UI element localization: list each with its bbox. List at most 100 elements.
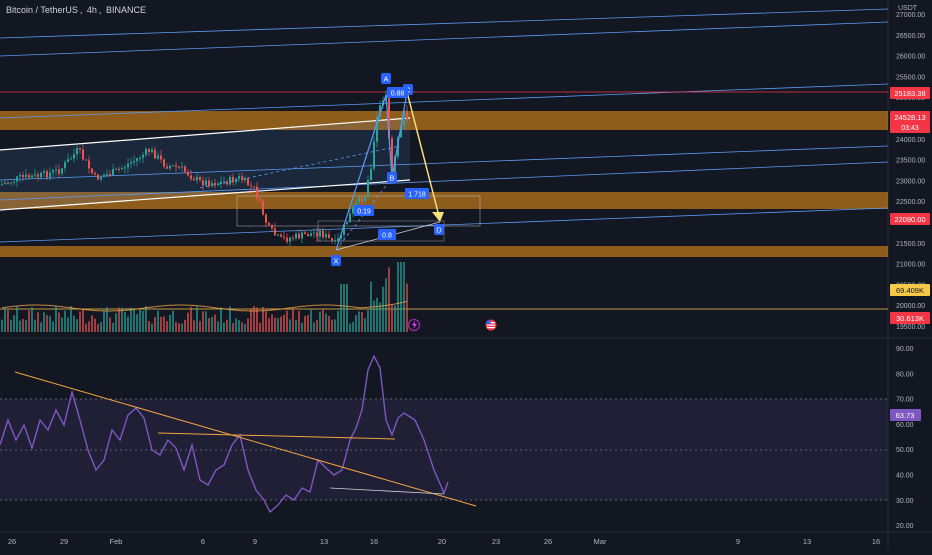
candle-body — [295, 233, 297, 239]
volume-bar — [349, 323, 351, 332]
volume-bar — [307, 315, 309, 332]
candle-body — [28, 174, 30, 178]
volume-bar — [133, 309, 135, 332]
ratio-label-bc[interactable]: 0.88 — [387, 87, 408, 98]
price-badge: 22090.00 — [890, 213, 930, 225]
rsi-trendline-down[interactable] — [14, 371, 477, 507]
volume-bar — [52, 321, 54, 332]
ratio-label-xb[interactable]: 0.19 — [354, 205, 374, 216]
rsi-tick: 40.00 — [896, 473, 914, 480]
pattern-point-x[interactable]: X — [331, 255, 341, 266]
rsi-axis[interactable]: 90.00 80.00 70.00 60.00 50.00 40.00 30.00 20.00 — [896, 346, 914, 530]
candle-body — [172, 165, 174, 167]
volume-bar — [373, 300, 375, 332]
us-flag-icon[interactable] — [485, 319, 497, 331]
candle-body — [346, 222, 348, 225]
time-tick: 16 — [370, 537, 378, 546]
channel-line-4[interactable] — [0, 145, 888, 181]
volume-bar — [223, 322, 225, 332]
volume-bar — [226, 319, 228, 332]
projection-arrow[interactable] — [406, 91, 441, 221]
candle-body — [100, 177, 102, 180]
volume-bar — [310, 309, 312, 332]
zone-bottom[interactable] — [0, 246, 888, 257]
lightning-icon[interactable] — [407, 318, 421, 332]
candle-body — [145, 149, 147, 155]
target-box[interactable] — [236, 195, 481, 227]
pattern-point-a-text: A — [383, 75, 388, 84]
candle-body — [406, 110, 408, 121]
price-tick: 23000.00 — [896, 178, 925, 185]
price-badge: 24528.13 03:43 — [890, 111, 930, 133]
pattern-point-a[interactable]: A — [381, 73, 391, 84]
zone-middle[interactable] — [0, 192, 888, 209]
channel-upper[interactable] — [0, 117, 411, 151]
harmonic-pattern-lines[interactable] — [335, 91, 408, 251]
candle-body — [184, 166, 186, 172]
volume-bar — [253, 306, 255, 332]
rsi-trendline-horizontal[interactable] — [157, 432, 396, 440]
candle-body — [277, 234, 279, 236]
candle-body — [154, 149, 156, 159]
candle-body — [391, 138, 393, 172]
ratio-label-xd[interactable]: 0.8 — [378, 229, 396, 240]
volume-bar — [7, 309, 9, 332]
volume-bar — [139, 309, 141, 332]
candle-body — [25, 174, 27, 178]
candle-body — [103, 175, 105, 178]
channel-lower[interactable] — [0, 179, 411, 211]
volume-bar — [40, 322, 42, 332]
price-axis[interactable]: USDT 27000.0026500.0026000.0025500.00250… — [896, 5, 925, 331]
rsi-divergence-line[interactable] — [329, 487, 445, 495]
candle-body — [67, 159, 69, 163]
candle-body — [253, 186, 255, 188]
ratio-label-cd[interactable]: 1.718 — [405, 188, 429, 199]
volume-bar — [4, 308, 6, 332]
volume-bar — [55, 306, 57, 332]
time-axis[interactable]: 26 29 Feb 6 9 13 16 20 23 26 Mar 9 13 16 — [8, 537, 880, 546]
ratio-label-bc-text: 0.88 — [391, 91, 405, 98]
volume-bar — [37, 312, 39, 332]
candle-body — [193, 178, 195, 181]
price-badge-text: 22090.00 — [894, 215, 925, 224]
zone-top[interactable] — [0, 111, 888, 130]
symbol-interval: 4h — [86, 5, 97, 15]
symbol-header[interactable]: Bitcoin / TetherUS, 4h, BINANCE — [6, 5, 146, 15]
candle-body — [292, 237, 294, 239]
candle-body — [325, 234, 327, 238]
candle-body — [43, 171, 45, 173]
price-tick: 25500.00 — [896, 74, 925, 81]
volume-bar — [346, 284, 348, 332]
candle-body — [331, 238, 333, 241]
candle-body — [289, 237, 291, 242]
candle-body — [355, 202, 357, 207]
candle-body — [127, 163, 129, 168]
channel-line-2[interactable] — [0, 21, 888, 57]
volume-bar — [289, 319, 291, 332]
channel-line-3[interactable] — [0, 83, 888, 119]
volume-bar — [193, 320, 195, 332]
time-tick: 26 — [544, 537, 552, 546]
pattern-point-d[interactable]: D — [434, 224, 444, 235]
candle-body — [229, 176, 231, 185]
candle-body — [139, 157, 141, 159]
candle-body — [208, 180, 210, 187]
candle-body — [280, 234, 282, 237]
volume-bar — [235, 318, 237, 332]
volume-bar — [241, 322, 243, 332]
volume-bar — [94, 318, 96, 332]
volume-bar — [145, 306, 147, 332]
volume-bar — [127, 316, 129, 332]
volume-bar — [343, 284, 345, 332]
volume-bar — [274, 317, 276, 332]
channel-line-5[interactable] — [0, 161, 888, 201]
channel-line-1[interactable] — [0, 8, 888, 39]
volume-bar — [163, 316, 165, 332]
pattern-point-b[interactable]: B — [387, 172, 397, 183]
price-badges: 25183.38 24528.13 03:43 22090.00 69.409K 30.6… — [890, 87, 930, 324]
volume-bar — [247, 318, 249, 332]
candle-body — [115, 168, 117, 170]
candle-body — [157, 155, 159, 159]
